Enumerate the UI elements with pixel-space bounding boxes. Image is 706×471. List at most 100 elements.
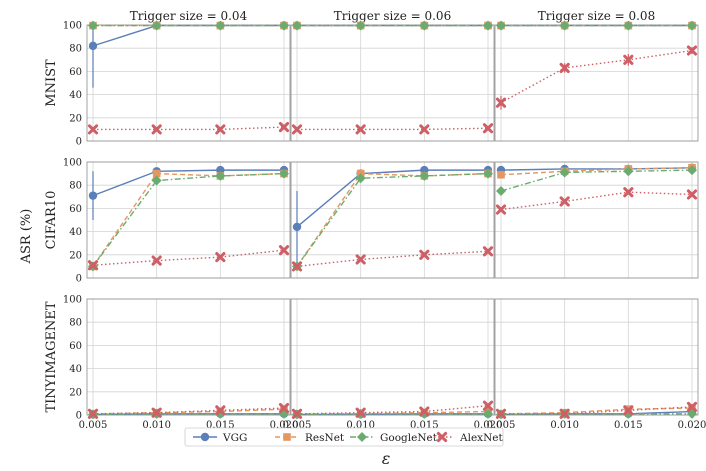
x-tick-label: 0.015	[206, 420, 235, 431]
panel-cifar10-2	[290, 161, 495, 279]
data-point	[687, 165, 697, 176]
data-point	[291, 124, 303, 135]
panel-title: Trigger size = 0.06	[334, 9, 451, 23]
data-point	[291, 261, 303, 272]
x-tick-label: 0.005	[487, 420, 516, 431]
x-tick-label: 0.005	[283, 420, 312, 431]
panels-group: 0 20 40 60 80 100 MNIST Trigger size = 0.04 Trig…	[44, 9, 706, 431]
data-point	[419, 406, 430, 417]
legend: VGG ResNet GoogleNet AlexNet	[184, 427, 504, 447]
series-alexnet	[87, 402, 290, 419]
data-point	[151, 407, 162, 418]
series-line	[500, 191, 693, 211]
series-alexnet	[495, 45, 698, 110]
series-vgg	[292, 165, 493, 266]
series-vgg	[88, 21, 289, 88]
panel-frame	[290, 298, 495, 416]
panel-frame	[86, 161, 291, 279]
data-point	[278, 245, 290, 256]
series-line	[92, 24, 284, 47]
series-line	[92, 413, 284, 416]
y-tick-label: 20	[69, 387, 82, 398]
panel-frame	[86, 298, 291, 416]
data-point	[292, 20, 302, 31]
data-point	[686, 189, 698, 200]
y-tick-label: 0	[76, 274, 82, 285]
legend-marker	[436, 431, 448, 443]
y-tick-label: 60	[69, 341, 82, 352]
series-alexnet	[87, 245, 290, 271]
y-tick-label: 100	[63, 295, 82, 306]
series-line	[296, 413, 488, 416]
data-point	[687, 20, 697, 31]
data-point	[419, 249, 430, 260]
data-point	[88, 20, 98, 31]
x-tick-label: 0.010	[142, 420, 171, 431]
y-tick-label: 100	[63, 158, 82, 169]
panel-mnist-1: 0 20 40 60 80 100 MNIST Trigger size = 0.04	[44, 9, 291, 148]
series-googlenet	[88, 168, 289, 272]
series-googlenet	[88, 20, 289, 31]
data-point	[623, 166, 634, 177]
data-point	[559, 20, 570, 31]
legend-entry-vgg: VGG	[193, 432, 247, 444]
panel-frame	[494, 298, 699, 416]
x-tick-label: 0.005	[79, 420, 108, 431]
series-line	[500, 49, 693, 104]
series-line	[296, 169, 488, 228]
data-point	[278, 121, 290, 133]
legend-label: AlexNet	[459, 432, 503, 444]
data-point	[151, 20, 162, 31]
data-point	[686, 45, 698, 56]
x-tick-label: 0.020	[474, 420, 503, 431]
y-tick-label: 40	[69, 90, 82, 101]
row-label: TINYIMAGENET	[44, 301, 59, 412]
data-point	[355, 407, 366, 418]
series-googlenet	[496, 165, 697, 196]
y-tick-label: 60	[69, 204, 82, 215]
panel-tinyimagenet-3: 0.005 0.010 0.015 0.020	[487, 298, 706, 431]
data-point	[87, 124, 99, 135]
legend-box	[184, 427, 504, 447]
legend-marker	[283, 433, 291, 441]
x-tick-label: 0.020	[678, 420, 706, 431]
series-line	[500, 410, 693, 416]
y-tick-label: 40	[69, 364, 82, 375]
data-point	[215, 405, 226, 416]
series-resnet	[89, 405, 288, 418]
data-point	[278, 402, 290, 414]
data-point	[151, 175, 162, 186]
data-point	[215, 252, 226, 263]
legend-marker	[200, 432, 210, 442]
data-point	[279, 20, 289, 31]
data-point	[497, 170, 505, 179]
legend-entry-alexnet: AlexNet	[430, 431, 503, 444]
panel-frame	[494, 161, 699, 279]
data-point	[215, 124, 226, 135]
data-point	[151, 255, 162, 266]
data-point	[483, 20, 493, 31]
data-point	[355, 20, 366, 31]
data-point	[623, 20, 634, 31]
y-tick-label: 20	[69, 250, 82, 261]
y-tick-label: 0	[76, 137, 82, 148]
data-point	[483, 168, 493, 179]
series-line	[297, 127, 489, 131]
data-point	[419, 20, 430, 31]
series-alexnet	[291, 246, 494, 272]
x-tick-label: 0.010	[550, 420, 579, 431]
panel-mnist-2: Trigger size = 0.06	[290, 9, 495, 142]
data-point	[279, 168, 289, 179]
data-point	[152, 169, 161, 178]
data-point	[215, 20, 226, 31]
series-resnet	[497, 404, 696, 418]
panel-frame	[86, 24, 291, 142]
series-line	[296, 172, 489, 267]
row-label: CIFAR10	[44, 191, 59, 250]
series-alexnet	[291, 123, 494, 135]
data-point	[88, 41, 98, 51]
series-line	[296, 250, 489, 268]
data-point	[419, 170, 430, 181]
series-alexnet	[495, 187, 698, 215]
data-point	[623, 405, 634, 416]
